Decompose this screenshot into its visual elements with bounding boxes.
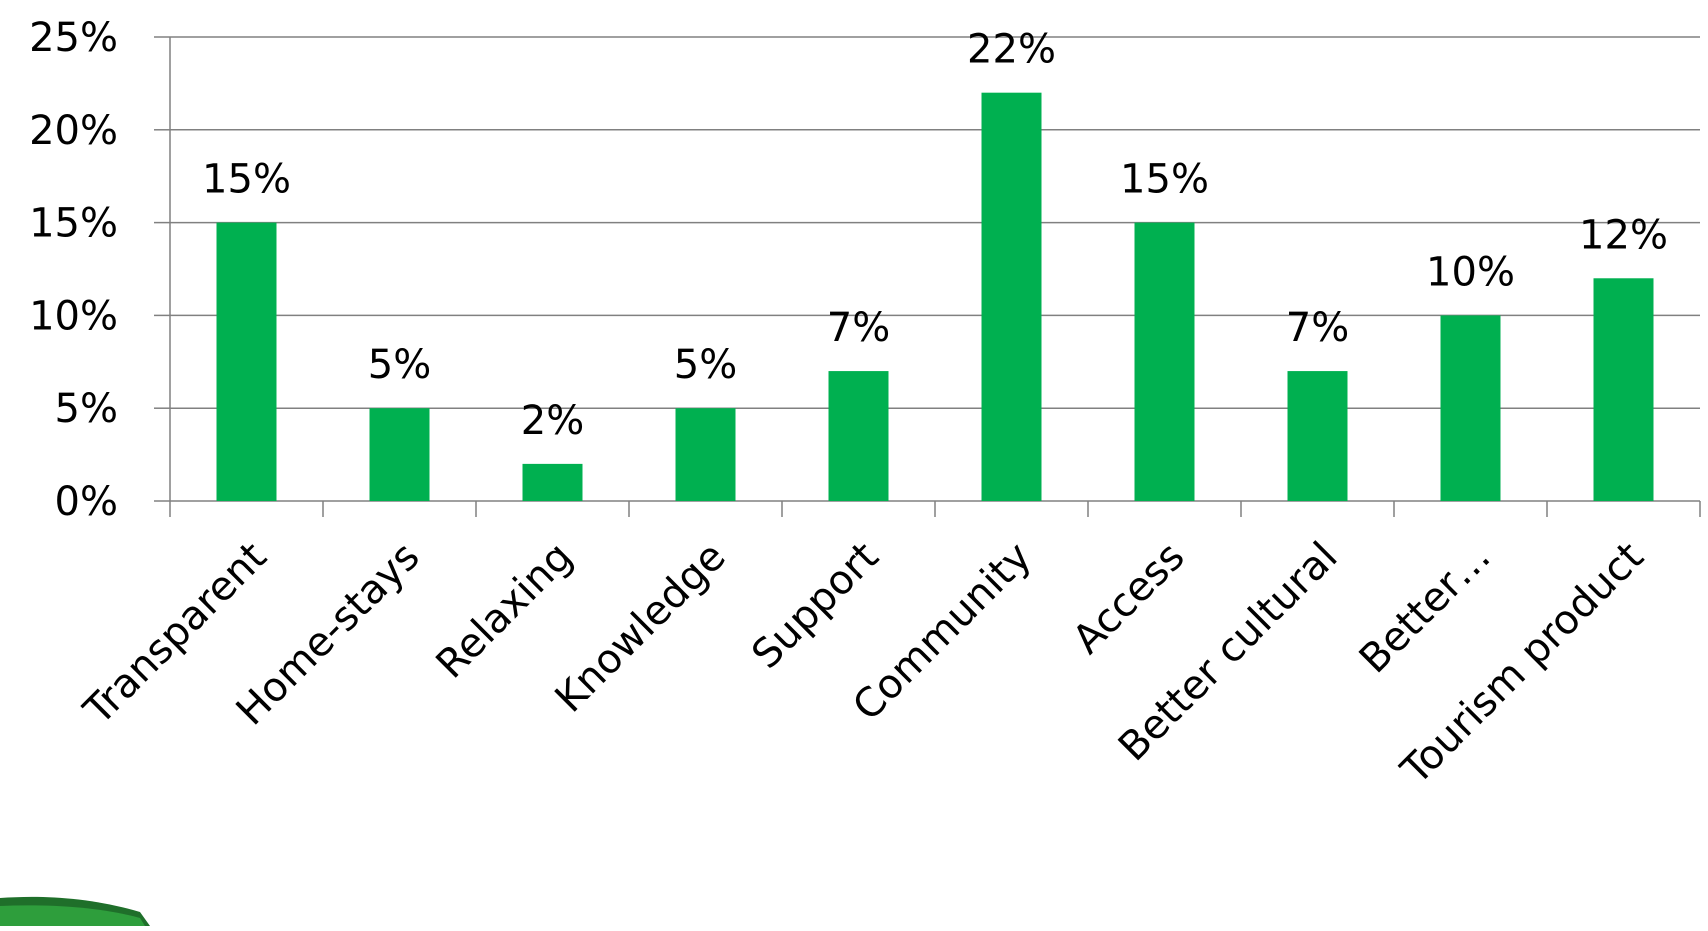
y-tick-label: 20% bbox=[29, 108, 118, 154]
bar bbox=[675, 408, 736, 501]
x-tick-label: Support bbox=[743, 534, 887, 678]
x-tick-label: Access bbox=[1064, 534, 1193, 663]
y-tick-label: 15% bbox=[29, 201, 118, 247]
y-tick-label: 0% bbox=[55, 479, 118, 525]
y-tick-label: 10% bbox=[29, 293, 118, 339]
bar bbox=[828, 371, 889, 501]
corner-swoosh-highlight bbox=[0, 905, 145, 926]
data-label: 5% bbox=[674, 342, 737, 388]
data-label: 5% bbox=[368, 342, 431, 388]
data-label: 12% bbox=[1579, 212, 1668, 258]
data-labels: 15% 5% 2% 5% 7% 22% 15% 7% 10% 12% bbox=[202, 27, 1668, 444]
y-tick-labels: 0% 5% 10% 15% 20% 25% bbox=[29, 15, 118, 525]
data-label: 15% bbox=[202, 157, 291, 203]
bar bbox=[1134, 222, 1195, 501]
corner-decoration bbox=[0, 896, 150, 926]
x-tick-label: Relaxing bbox=[428, 534, 582, 688]
bar bbox=[981, 92, 1042, 502]
y-tick-label: 25% bbox=[29, 15, 118, 61]
data-label: 2% bbox=[521, 398, 584, 444]
data-label: 7% bbox=[827, 305, 890, 351]
x-tick-label: Better… bbox=[1351, 534, 1500, 683]
bar bbox=[1287, 371, 1348, 501]
data-label: 7% bbox=[1286, 305, 1349, 351]
data-label: 22% bbox=[967, 27, 1056, 73]
data-label: 10% bbox=[1426, 249, 1515, 295]
bar bbox=[1440, 315, 1501, 501]
y-tick-label: 5% bbox=[55, 386, 118, 432]
bar bbox=[522, 463, 583, 501]
data-label: 15% bbox=[1120, 157, 1209, 203]
bar bbox=[369, 408, 430, 501]
bar bbox=[216, 222, 277, 501]
bars bbox=[216, 92, 1654, 502]
bar bbox=[1593, 278, 1654, 501]
